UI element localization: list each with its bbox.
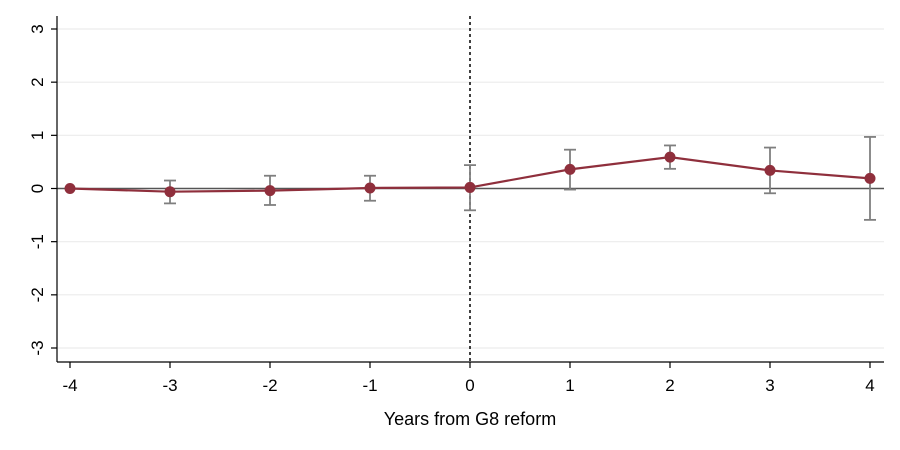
data-point [764, 164, 776, 176]
data-point [364, 182, 376, 194]
x-tick-label: 1 [565, 376, 574, 395]
y-tick-label: 1 [28, 131, 47, 140]
x-tick-label: -3 [162, 376, 177, 395]
x-axis-title: Years from G8 reform [384, 409, 556, 429]
y-tick-label: -1 [28, 234, 47, 249]
data-point [864, 172, 876, 184]
x-tick-label: 2 [665, 376, 674, 395]
x-tick-label: 4 [865, 376, 874, 395]
y-tick-label: -3 [28, 340, 47, 355]
data-point [464, 181, 476, 193]
x-tick-label: -2 [262, 376, 277, 395]
y-tick-label: 2 [28, 77, 47, 86]
x-axis-ticks: -4 -3 -2 -1 0 1 2 3 4 [62, 362, 875, 395]
y-axis-ticks: -3 -2 -1 0 1 2 3 [28, 24, 57, 356]
y-tick-label: -2 [28, 287, 47, 302]
data-point [664, 151, 676, 163]
data-point [564, 163, 576, 175]
x-tick-label: 0 [465, 376, 474, 395]
estimate-points [64, 151, 876, 198]
x-tick-label: -4 [62, 376, 77, 395]
data-point [264, 185, 276, 197]
y-tick-label: 0 [28, 184, 47, 193]
x-tick-label: 3 [765, 376, 774, 395]
x-tick-label: -1 [362, 376, 377, 395]
data-point [164, 186, 176, 198]
data-point [64, 183, 76, 194]
y-tick-label: 3 [28, 24, 47, 33]
